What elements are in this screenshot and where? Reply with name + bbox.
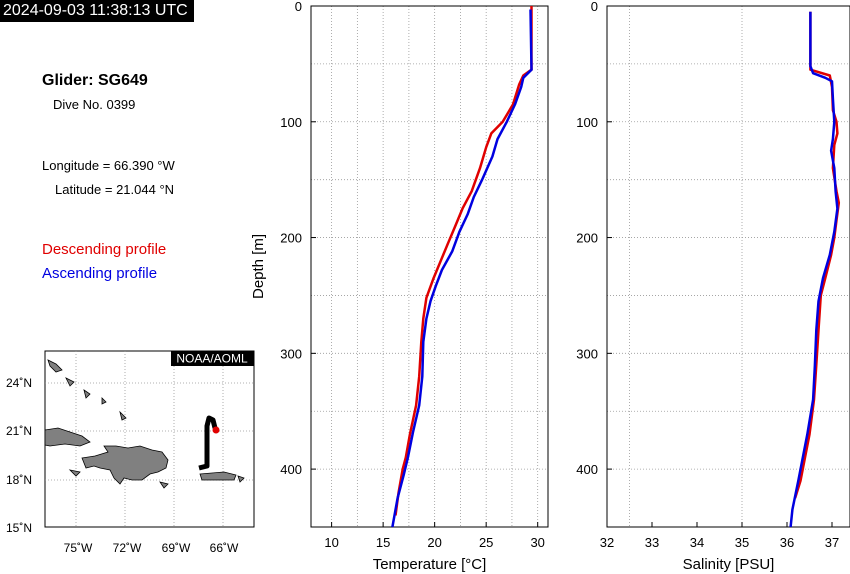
x-tick-label: 35 — [735, 535, 749, 550]
x-axis-label: Salinity [PSU] — [683, 556, 775, 573]
map-land — [44, 359, 245, 489]
chart-gridlines — [311, 6, 548, 527]
x-tick-label: 10 — [324, 535, 338, 550]
map-lat-tick: 24˚N — [6, 376, 32, 390]
y-tick-label: 300 — [280, 346, 302, 361]
location-map: NOAA/AOML 24˚N 21˚N 18˚N 15˚N 75˚W 72˚W … — [6, 350, 255, 555]
y-tick-label: 100 — [280, 115, 302, 130]
x-tick-label: 34 — [690, 535, 704, 550]
x-tick-label: 15 — [376, 535, 390, 550]
descending-profile-line — [394, 6, 533, 516]
ascending-profile-line — [391, 9, 533, 528]
map-credit-box — [171, 351, 254, 366]
chart-frame — [606, 5, 850, 528]
x-tick-label: 32 — [600, 535, 614, 550]
y-tick-label: 400 — [576, 462, 598, 477]
map-lat-tick: 21˚N — [6, 424, 32, 438]
map-credit: NOAA/AOML — [176, 352, 248, 366]
legend-ascending: Ascending profile — [42, 265, 158, 282]
map-lon-tick: 75˚W — [64, 541, 93, 555]
y-tick-label: 0 — [295, 0, 302, 14]
y-tick-label: 200 — [576, 231, 598, 246]
y-tick-label: 300 — [576, 346, 598, 361]
x-axis-label: Temperature [°C] — [373, 556, 487, 573]
chart-gridlines — [607, 6, 850, 527]
map-lon-tick: 72˚W — [113, 541, 142, 555]
x-tick-label: 37 — [825, 535, 839, 550]
map-lon-ticks: 75˚W 72˚W 69˚W 66˚W — [64, 541, 239, 555]
glider-position-marker — [212, 426, 220, 434]
y-axis-label: Depth [m] — [250, 234, 267, 299]
dive-number: Dive No. 0399 — [53, 97, 136, 112]
x-tick-label: 20 — [427, 535, 441, 550]
y-tick-label: 100 — [576, 115, 598, 130]
glider-title: Glider: SG649 — [42, 72, 148, 89]
chart-frame — [310, 5, 549, 528]
map-lon-tick: 66˚W — [210, 541, 239, 555]
map-lat-ticks: 24˚N 21˚N 18˚N 15˚N — [6, 376, 32, 535]
x-tick-label: 33 — [645, 535, 659, 550]
y-tick-label: 0 — [591, 0, 598, 14]
x-tick-label: 36 — [780, 535, 794, 550]
timestamp-label: 2024-09-03 11:38:13 UTC — [0, 0, 194, 22]
glider-track — [198, 415, 218, 471]
map-lat-tick: 18˚N — [6, 473, 32, 487]
latitude-text: Latitude = 21.044 °N — [55, 182, 175, 197]
longitude-text: Longitude = 66.390 °W — [42, 158, 175, 173]
y-tick-label: 200 — [280, 231, 302, 246]
y-tick-label: 400 — [280, 462, 302, 477]
map-lat-tick: 15˚N — [6, 521, 32, 535]
x-tick-label: 25 — [479, 535, 493, 550]
legend-descending: Descending profile — [42, 241, 167, 258]
salinity-chart: 32 33 34 35 36 37 0 100 200 300 400 Salinity [PSU] — [576, 0, 850, 573]
map-lon-tick: 69˚W — [162, 541, 191, 555]
ascending-profile-line — [789, 11, 839, 528]
x-tick-label: 30 — [530, 535, 544, 550]
chart-ticks: 32 33 34 35 36 37 0 100 200 300 400 — [576, 0, 839, 550]
